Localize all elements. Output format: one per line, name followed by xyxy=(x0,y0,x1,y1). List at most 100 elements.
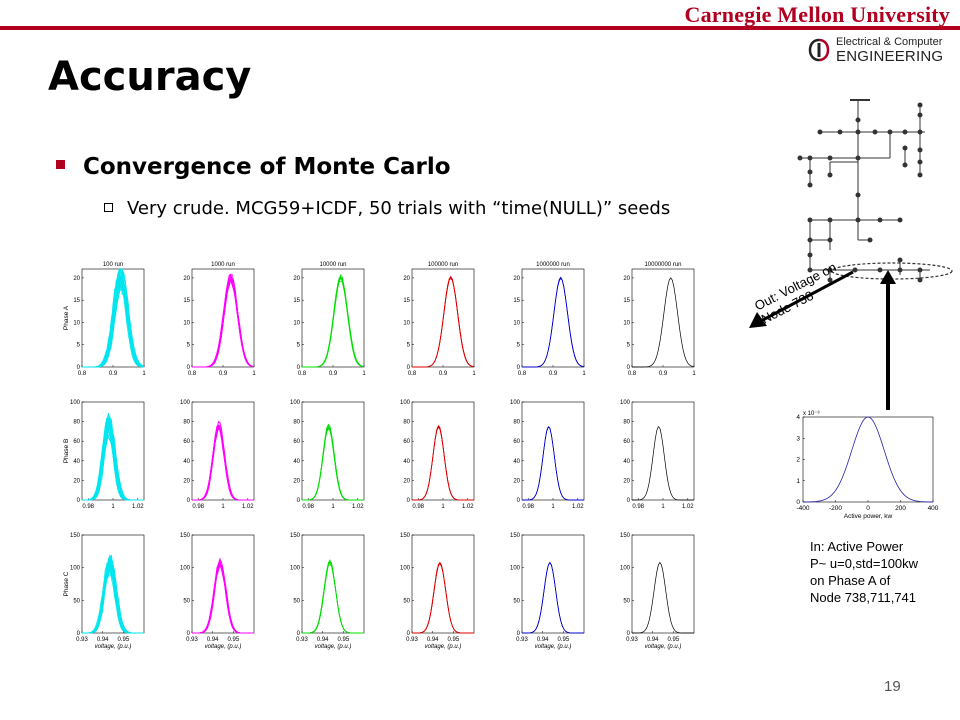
y-tick-label: 150 xyxy=(290,533,301,539)
x-axis-label: Active power, kw xyxy=(844,513,893,520)
y-tick-label: 0 xyxy=(407,365,411,371)
x-tick-label: 0.95 xyxy=(117,637,129,643)
y-tick-label: 60 xyxy=(293,439,300,445)
university-logo-text: Carnegie Mellon University xyxy=(684,2,950,27)
phase-label: Phase B xyxy=(63,439,70,464)
x-tick-label: 0.9 xyxy=(549,371,558,377)
phase-label: Phase C xyxy=(63,571,70,596)
mc-curve xyxy=(302,423,364,501)
mc-curve xyxy=(302,426,364,501)
mc-curve xyxy=(192,427,254,501)
mc-curve xyxy=(412,426,474,501)
y-tick-label: 0 xyxy=(77,365,81,371)
x-tick-label: 0.95 xyxy=(557,637,569,643)
mc-curve xyxy=(412,424,474,501)
in-arrow-head xyxy=(880,270,896,284)
mc-curve xyxy=(302,426,364,501)
y-tick-label: 100 xyxy=(180,566,191,572)
mc-curve xyxy=(82,415,144,501)
x-tick-label: 1.02 xyxy=(572,504,584,510)
x-tick-label: 0.9 xyxy=(329,371,338,377)
y-tick-label: 20 xyxy=(293,276,300,282)
y-tick-label: 150 xyxy=(180,533,191,539)
subplot-frame xyxy=(521,534,585,634)
mc-curve xyxy=(522,426,584,501)
y-tick-label: 50 xyxy=(623,598,630,604)
subplot-frame xyxy=(301,534,365,634)
x-tick-label: 0 xyxy=(866,505,870,512)
y-tick-label: 15 xyxy=(183,298,190,304)
y-tick-label: 60 xyxy=(623,439,630,445)
x-tick-label: 0.9 xyxy=(439,371,448,377)
y-tick-label: 50 xyxy=(403,598,410,604)
y-tick-label: 40 xyxy=(623,459,630,465)
power-curve xyxy=(802,416,934,503)
y-tick-label: 100 xyxy=(290,400,301,406)
y-tick-label: 100 xyxy=(70,400,81,406)
column-title: 1000 run xyxy=(211,262,235,268)
y-tick-label: 15 xyxy=(73,298,80,304)
x-tick-label: 0.95 xyxy=(667,637,679,643)
bullet-square-icon xyxy=(56,160,65,169)
mc-curve xyxy=(412,562,474,634)
bullet-level1: Convergence of Monte Carlo xyxy=(56,154,451,180)
y-tick-label: 0 xyxy=(517,365,521,371)
y-tick-label: 10 xyxy=(403,320,410,326)
mc-curve xyxy=(192,424,254,501)
bullet-hollow-square-icon xyxy=(104,203,113,212)
mc-curve xyxy=(412,425,474,501)
y-tick-label: 0 xyxy=(407,498,411,504)
x-tick-label: 0.98 xyxy=(192,504,204,510)
x-tick-label: 0.98 xyxy=(632,504,644,510)
x-tick-label: 1 xyxy=(551,504,555,510)
y-tick-label: 10 xyxy=(183,320,190,326)
y-tick-label: 80 xyxy=(403,420,410,426)
in-label-line1: In: Active Power xyxy=(810,539,904,554)
y-tick-label: 0 xyxy=(407,631,411,637)
x-tick-label: 0.95 xyxy=(447,637,459,643)
phase-label: Phase A xyxy=(63,305,70,330)
y-tick-label: 60 xyxy=(73,439,80,445)
mc-curve xyxy=(81,562,144,634)
y-tick-label: 5 xyxy=(77,343,81,349)
x-tick-label: 0.8 xyxy=(408,371,417,377)
x-tick-label: 0.94 xyxy=(427,637,439,643)
y-tick-label: 0 xyxy=(77,498,81,504)
x-tick-label: 0.93 xyxy=(516,637,528,643)
x-tick-label: 1 xyxy=(441,504,445,510)
dept-line2: ENGINEERING xyxy=(836,48,944,65)
y-tick-label: 150 xyxy=(400,533,411,539)
y-tick-label: 20 xyxy=(293,478,300,484)
x-tick-label: 1.02 xyxy=(242,504,254,510)
x-tick-label: 1 xyxy=(142,371,146,377)
y-tick-label: 4 xyxy=(796,414,800,421)
subplot-frame xyxy=(631,401,695,501)
bullet1-text: Convergence of Monte Carlo xyxy=(83,154,451,180)
y-tick-label: 40 xyxy=(513,459,520,465)
x-tick-label: 200 xyxy=(895,505,906,512)
mc-curve xyxy=(192,425,254,501)
x-tick-label: 0.8 xyxy=(518,371,527,377)
x-tick-label: 0.8 xyxy=(298,371,307,377)
x-tick-label: 0.8 xyxy=(78,371,87,377)
mc-curve xyxy=(302,424,364,501)
in-label-line4: Node 738,711,741 xyxy=(810,590,917,605)
y-tick-label: 100 xyxy=(70,566,81,572)
page-number: 19 xyxy=(884,678,901,695)
x-tick-label: 1 xyxy=(221,504,225,510)
x-tick-label: 0.94 xyxy=(207,637,219,643)
y-tick-label: 40 xyxy=(293,459,300,465)
y-tick-label: 80 xyxy=(183,420,190,426)
mc-curve xyxy=(192,425,254,501)
y-tick-label: 5 xyxy=(627,343,631,349)
x-tick-label: 1 xyxy=(362,371,366,377)
y-tick-label: 15 xyxy=(293,298,300,304)
y-tick-label: 0 xyxy=(187,631,191,637)
mc-curve xyxy=(302,425,364,501)
y-tick-label: 60 xyxy=(403,439,410,445)
y-tick-label: 50 xyxy=(513,598,520,604)
mc-curve xyxy=(522,562,584,634)
slide-title: Accuracy xyxy=(48,54,252,100)
y-tick-label: 100 xyxy=(290,566,301,572)
mc-curve xyxy=(522,425,584,501)
